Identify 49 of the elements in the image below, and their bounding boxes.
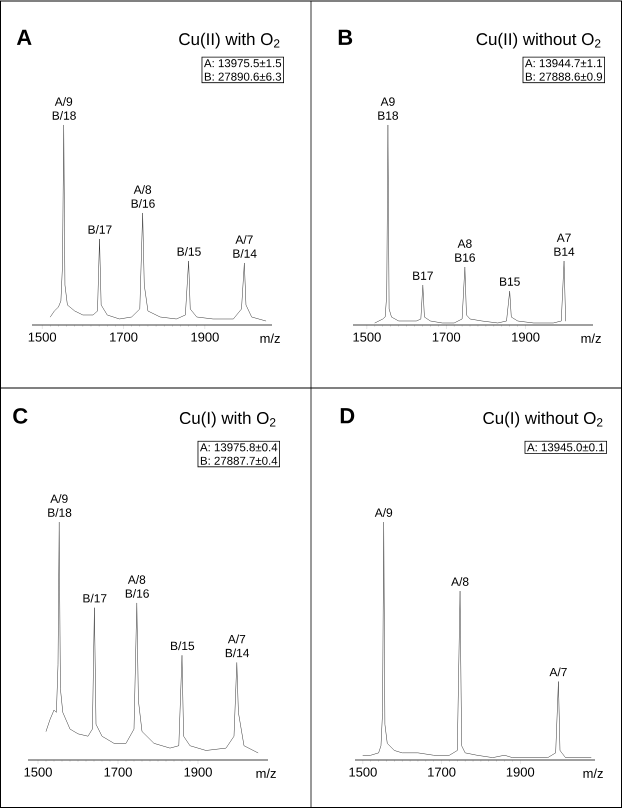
annotation: A/9 B/18: [48, 494, 72, 517]
chart-title: Cu(I) with O$_{2}$: [180, 412, 276, 428]
x-tick-label: 1700: [428, 768, 456, 777]
text: A: 13975.5±1.5: [204, 59, 282, 68]
annotation: B/17: [83, 594, 106, 603]
text: A: 13975.8±0.4: [200, 443, 278, 452]
annotation: A/8: [451, 577, 469, 586]
chart-title: Cu(II) without O$_{2}$: [476, 32, 600, 48]
text: B: 27888.6±0.9: [526, 72, 602, 81]
x-tick-label: 1500: [353, 332, 381, 342]
annotation: A/8 B/16: [126, 575, 149, 598]
text: A: 13944.7±1.1: [524, 59, 602, 68]
x-axis-title: m/z: [581, 333, 601, 344]
annotation: A8 B16: [455, 239, 475, 262]
x-tick-label: 1500: [349, 768, 377, 777]
annotation: A/9: [374, 508, 392, 517]
text: D: [340, 408, 354, 424]
annotation: B15: [500, 277, 520, 286]
chart-title: Cu(II) with O$_{2}$: [179, 32, 280, 48]
x-tick-label: 1500: [24, 768, 52, 777]
x-tick-label: 1700: [104, 768, 132, 777]
chart-title: Cu(I) without O$_{2}$: [483, 412, 602, 428]
text: A: [16, 30, 32, 45]
x-tick-label: 1700: [432, 332, 460, 342]
x-tick-label: 1900: [191, 332, 219, 342]
text: B: [338, 30, 352, 45]
x-tick-label: 1900: [184, 768, 212, 777]
x-axis-title: m/z: [260, 333, 280, 344]
x-axis-title: m/z: [583, 768, 603, 778]
x-tick-label: 1900: [512, 332, 540, 342]
annotation: A/7: [549, 668, 567, 676]
annotation: A/8 B/16: [132, 185, 155, 208]
annotation: A/7 B/14: [226, 634, 250, 658]
annotation: B17: [413, 272, 433, 280]
x-tick-label: 1700: [110, 332, 138, 342]
annotation: B/17: [88, 225, 112, 234]
x-tick-label: 1900: [506, 768, 534, 777]
text: B: 27887.7±0.4: [200, 456, 278, 465]
annotation: B/15: [171, 641, 194, 650]
text: B: 27890.6±6.3: [204, 72, 282, 81]
text: C: [13, 408, 28, 424]
annotation: A/9 B/18: [52, 97, 76, 120]
annotation: A7 B14: [554, 234, 574, 256]
x-axis-title: m/z: [256, 768, 276, 778]
text: A: 13945.0±0.1: [526, 443, 604, 452]
annotation: A/7 B/14: [233, 235, 257, 258]
annotation: A9 B18: [378, 97, 398, 120]
annotation: B/15: [178, 247, 201, 256]
x-tick-label: 1500: [28, 332, 56, 342]
